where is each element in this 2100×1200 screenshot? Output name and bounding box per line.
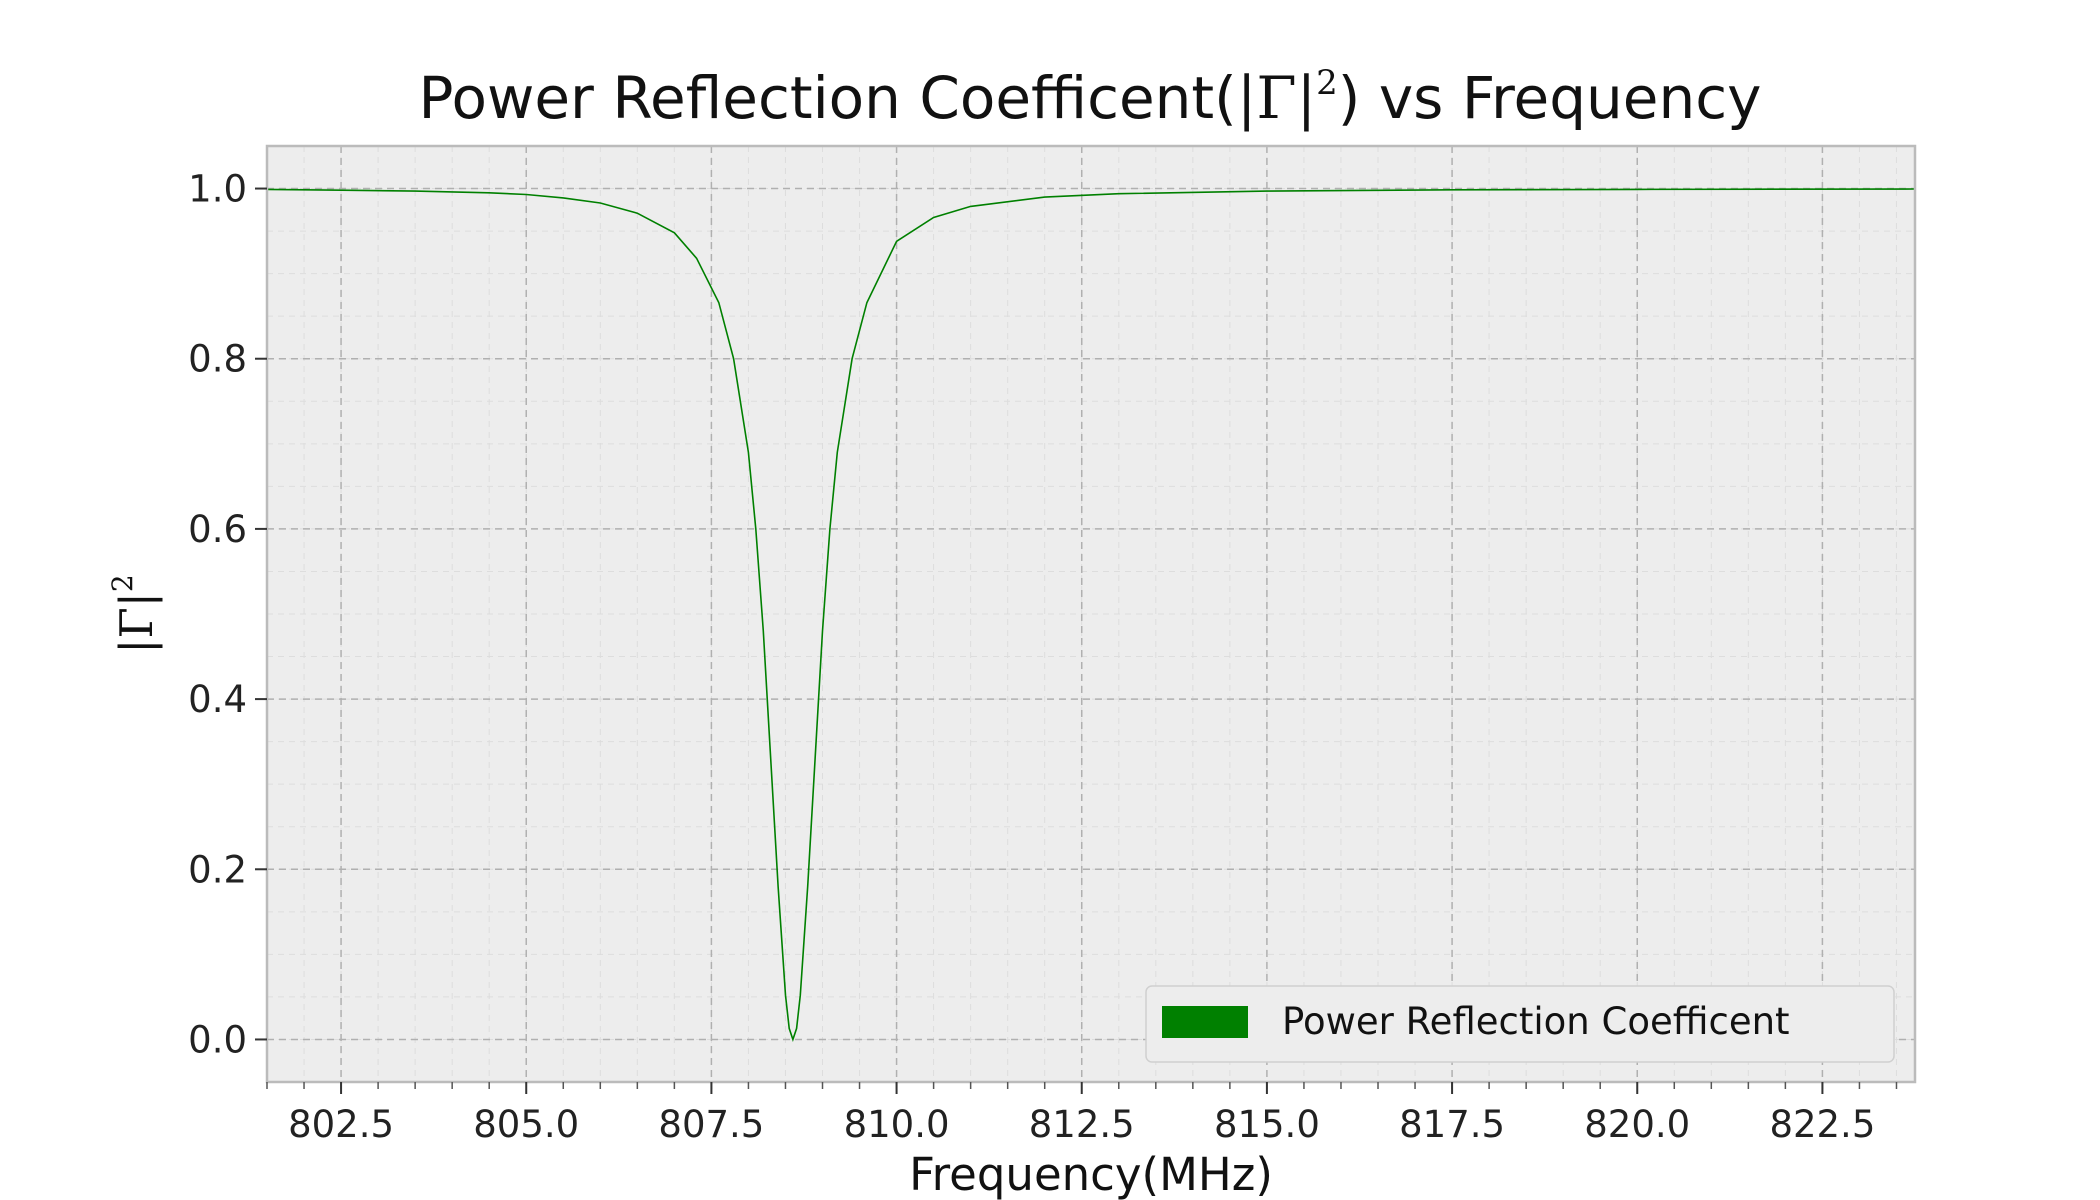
x-tick-label: 810.0: [844, 1103, 950, 1146]
x-ticks: 802.5 805.0 807.5 810.0 812.5 815.0 817.5 820.0…: [266, 1082, 1898, 1146]
legend-box: [1145, 985, 1895, 1063]
plot-frame: [265, 144, 1917, 1084]
chart-title: Power Reflection Coefficent(|Γ|2) vs Fre…: [419, 63, 1762, 132]
y-tick-label: 0.0: [188, 1018, 247, 1061]
y-tick-label: 0.6: [188, 508, 247, 551]
x-tick-label: 820.0: [1584, 1103, 1690, 1146]
legend-label: Power Reflection Coefficent: [1282, 1000, 1790, 1043]
x-tick-label: 802.5: [288, 1103, 394, 1146]
plot-area: [267, 146, 1915, 1082]
x-tick-label: 812.5: [1029, 1103, 1135, 1146]
legend-swatch: [1162, 1006, 1248, 1038]
y-axis-label: |Γ|2: [106, 574, 163, 653]
x-tick-label: 822.5: [1769, 1103, 1875, 1146]
y-ticks: 0.0 0.2 0.4 0.6 0.8 1.0: [188, 168, 267, 1061]
x-axis-label: Frequency(MHz): [909, 1148, 1273, 1200]
x-tick-label: 805.0: [473, 1103, 579, 1146]
y-tick-label: 0.2: [188, 848, 247, 891]
y-tick-label: 0.4: [188, 678, 247, 721]
x-tick-label: 817.5: [1399, 1103, 1505, 1146]
y-tick-label: 0.8: [188, 338, 247, 381]
x-tick-label: 807.5: [658, 1103, 764, 1146]
y-tick-label: 1.0: [188, 168, 247, 211]
legend: Power Reflection Coefficent: [1145, 985, 1895, 1063]
series-line-power-reflection-coefficent: [266, 188, 1916, 1043]
x-tick-label: 815.0: [1214, 1103, 1320, 1146]
